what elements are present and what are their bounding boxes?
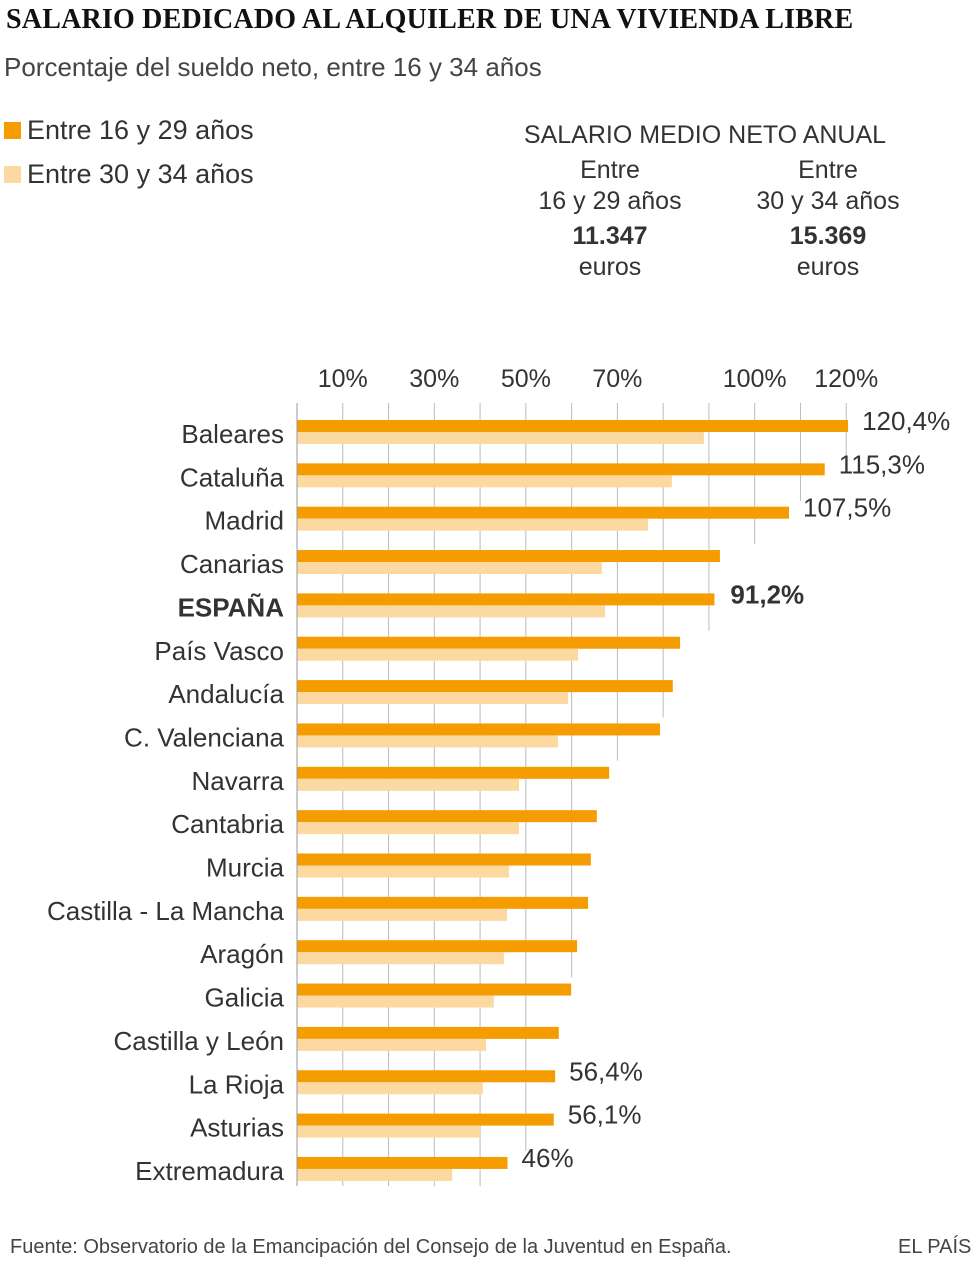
- category-label: Baleares: [181, 419, 284, 449]
- legend-swatch: [4, 166, 21, 183]
- data-label: 107,5%: [803, 493, 891, 523]
- bar-30-34: [297, 952, 504, 965]
- bar-30-34: [297, 1082, 483, 1095]
- bar-16-29: [297, 593, 715, 606]
- category-label: Aragón: [200, 939, 284, 969]
- category-label: Canarias: [180, 549, 284, 579]
- bar-30-34: [297, 1038, 487, 1051]
- bar-30-34: [297, 1168, 453, 1181]
- x-tick-label: 30%: [409, 365, 459, 393]
- data-label: 46%: [522, 1143, 574, 1173]
- salary-heading: SALARIO MEDIO NETO ANUAL: [523, 121, 887, 149]
- salary-group-16-29: Entre 16 y 29 años 11.347 euros: [510, 155, 710, 283]
- legend-swatch: [4, 122, 21, 139]
- bar-30-34: [297, 778, 519, 791]
- category-label: Cantabria: [171, 809, 284, 839]
- category-label: Andalucía: [168, 679, 284, 709]
- bar-16-29: [297, 420, 849, 432]
- bar-16-29: [297, 1156, 508, 1169]
- category-label: Madrid: [205, 506, 284, 536]
- data-label: 115,3%: [839, 449, 925, 479]
- bar-16-29: [297, 463, 825, 476]
- category-label: C. Valenciana: [124, 722, 284, 752]
- category-label: La Rioja: [189, 1069, 285, 1099]
- salary-unit: euros: [796, 253, 860, 281]
- bar-30-34: [297, 822, 519, 835]
- bar-30-34: [297, 475, 672, 488]
- bar-30-34: [297, 692, 568, 705]
- salary-group-30-34: Entre 30 y 34 años 15.369 euros: [728, 155, 928, 283]
- bar-30-34: [297, 518, 649, 531]
- bar-30-34: [297, 735, 558, 748]
- bar-16-29: [297, 983, 572, 996]
- salary-line1: Entre: [580, 156, 640, 184]
- chart-subtitle: Porcentaje del sueldo neto, entre 16 y 3…: [4, 52, 542, 82]
- category-label: Castilla y León: [113, 1026, 284, 1056]
- x-tick-label: 120%: [814, 365, 878, 393]
- category-label: Extremadura: [135, 1156, 284, 1186]
- salary-line2: 16 y 29 años: [538, 187, 682, 215]
- bar-16-29: [297, 723, 660, 736]
- data-label: 120,4%: [862, 406, 950, 436]
- bar-16-29: [297, 680, 673, 693]
- bar-30-34: [297, 648, 579, 661]
- legend-label: Entre 16 y 29 años: [27, 115, 254, 145]
- bar-16-29: [297, 1070, 556, 1083]
- bar-16-29: [297, 1113, 554, 1126]
- bar-30-34: [297, 908, 508, 921]
- brand-logo: EL PAÍS: [898, 1236, 972, 1258]
- legend-item-16-29: Entre 16 y 29 años: [4, 115, 254, 146]
- data-label: 56,4%: [569, 1056, 643, 1086]
- bar-16-29: [297, 636, 681, 649]
- x-tick-label: 50%: [501, 365, 551, 393]
- bar-30-34: [297, 995, 494, 1008]
- x-tick-label: 100%: [723, 365, 787, 393]
- bar-16-29: [297, 766, 610, 779]
- bar-16-29: [297, 896, 589, 909]
- category-label: Cataluña: [180, 462, 285, 492]
- chart-title: SALARIO DEDICADO AL ALQUILER DE UNA VIVI…: [6, 4, 854, 35]
- salary-value: 15.369: [789, 222, 867, 250]
- salary-unit: euros: [578, 253, 642, 281]
- category-label: Castilla - La Mancha: [47, 896, 285, 926]
- bar-16-29: [297, 853, 591, 866]
- legend-label: Entre 30 y 34 años: [27, 159, 254, 189]
- bar-16-29: [297, 810, 597, 823]
- category-label: Navarra: [192, 766, 285, 796]
- bar-16-29: [297, 550, 720, 563]
- bar-30-34: [297, 865, 509, 878]
- source-note: Fuente: Observatorio de la Emancipación …: [10, 1236, 732, 1258]
- bar-16-29: [297, 506, 790, 519]
- category-label: ESPAÑA: [178, 592, 285, 622]
- category-label: Murcia: [206, 853, 285, 883]
- bar-30-34: [297, 1125, 481, 1138]
- bar-30-34: [297, 605, 606, 618]
- data-label: 91,2%: [730, 579, 804, 609]
- bar-30-34: [297, 562, 602, 575]
- category-label: Galicia: [205, 983, 285, 1013]
- bar-16-29: [297, 940, 578, 953]
- x-tick-label: 10%: [318, 365, 368, 393]
- x-tick-label: 70%: [592, 365, 642, 393]
- category-label: Asturias: [190, 1113, 284, 1143]
- bar-30-34: [297, 432, 704, 444]
- salary-line1: Entre: [798, 156, 858, 184]
- salary-line2: 30 y 34 años: [756, 187, 900, 215]
- data-label: 56,1%: [568, 1100, 642, 1130]
- category-label: País Vasco: [154, 636, 284, 666]
- bar-16-29: [297, 1026, 559, 1039]
- legend-item-30-34: Entre 30 y 34 años: [4, 159, 254, 190]
- salary-value: 11.347: [572, 222, 648, 250]
